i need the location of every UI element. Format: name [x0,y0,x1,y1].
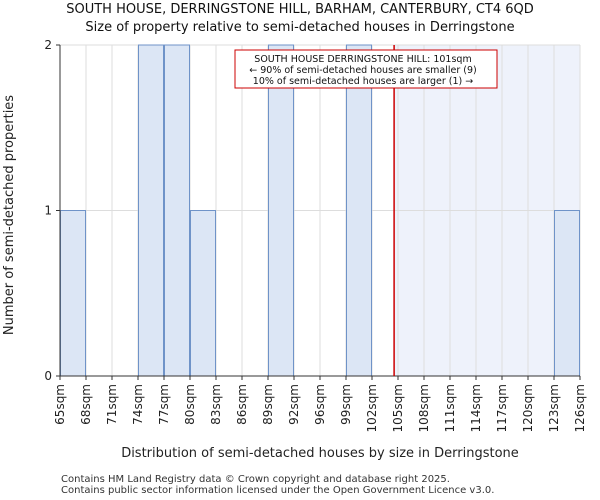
chart-title-line2: Size of property relative to semi-detach… [85,20,514,35]
x-tick-label: 80sqm [183,384,197,425]
footer-line1: Contains HM Land Registry data © Crown c… [61,474,450,485]
x-tick-label: 120sqm [521,384,535,432]
x-tick-label: 114sqm [469,384,483,432]
y-tick-label: 0 [44,369,52,383]
y-axis-label: Number of semi-detached properties [2,95,17,335]
annotation-frame [234,49,498,89]
x-axis-label: Distribution of semi-detached houses by … [121,446,519,461]
y-tick-label: 2 [44,38,52,52]
bar-77sqm [164,44,190,377]
bar-74sqm [138,44,164,377]
x-tick-label: 68sqm [79,384,93,425]
x-tick-label: 105sqm [391,384,405,432]
y-tick-label: 1 [44,204,52,218]
x-tick-label: 117sqm [495,384,509,432]
x-tick-label: 86sqm [235,384,249,425]
bar-89sqm [268,44,294,377]
chart-title-line1: SOUTH HOUSE, DERRINGSTONE HILL, BARHAM, … [66,2,534,17]
annotation-line2: ← 90% of semi-detached houses are smalle… [249,65,477,76]
x-tick-label: 77sqm [157,384,171,425]
x-tick-label: 92sqm [287,384,301,425]
bar-80sqm [190,210,216,377]
footer-line2: Contains public sector information licen… [61,485,495,496]
x-tick-label: 111sqm [443,384,457,432]
x-tick-label: 96sqm [313,384,327,425]
bar-65sqm [60,210,86,377]
x-tick-label: 99sqm [339,384,353,425]
bar-123sqm [554,210,580,377]
annotation-line3: 10% of semi-detached houses are larger (… [253,76,473,87]
annotation-box: SOUTH HOUSE DERRINGSTONE HILL: 101sqm ← … [234,49,498,89]
x-ticks: 65sqm 68sqm 71sqm 74sqm 77sqm 80sqm 83sqm 86sqm… [53,376,587,432]
x-tick-label: 83sqm [209,384,223,425]
x-tick-label: 102sqm [365,384,379,432]
x-tick-label: 71sqm [105,384,119,425]
y-ticks: 0 1 2 [44,38,60,383]
bar-99sqm [346,44,372,377]
bars [60,44,580,377]
x-tick-label: 65sqm [53,384,67,425]
x-tick-label: 89sqm [261,384,275,425]
annotation-line1: SOUTH HOUSE DERRINGSTONE HILL: 101sqm [254,54,471,65]
x-tick-label: 74sqm [131,384,145,425]
x-tick-label: 108sqm [417,384,431,432]
x-tick-label: 123sqm [547,384,561,432]
x-tick-label: 126sqm [573,384,587,432]
